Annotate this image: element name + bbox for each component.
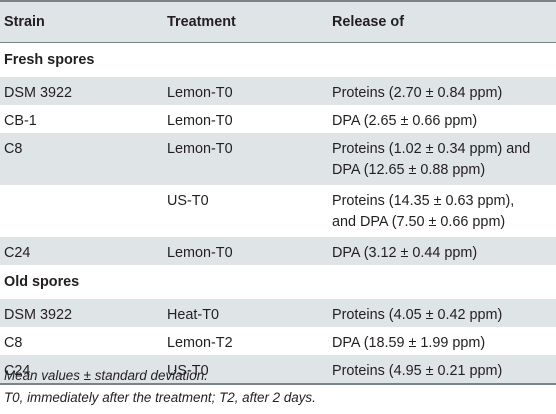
header-treatment: Treatment [167, 0, 332, 43]
footnote-line: Mean values ± standard deviation. [4, 368, 208, 383]
cell-release: Proteins (4.05 ± 0.42 ppm) [332, 299, 556, 327]
cell-release: DPA (18.59 ± 1.99 ppm) [332, 327, 556, 355]
spore-release-table: Strain Treatment Release of Fresh spores… [0, 0, 556, 385]
cell-strain: C24 [0, 355, 167, 385]
footnote-line: T0, immediately after the treatment; T2,… [4, 390, 316, 405]
header-release: Release of [332, 0, 556, 43]
release-line: DPA (12.65 ± 0.88 ppm) [332, 162, 486, 178]
table-footnotes: Mean values ± standard deviation. T0, im… [4, 365, 316, 409]
cell-release: DPA (2.65 ± 0.66 ppm) [332, 105, 556, 133]
section-label-old: Old spores [4, 273, 80, 290]
section-label-fresh: Fresh spores [4, 51, 95, 68]
release-line: Proteins (14.35 ± 0.63 ppm), [332, 193, 515, 209]
release-line: Proteins (4.05 ± 0.42 ppm) [332, 307, 503, 323]
cell-treatment: Lemon-T0 [167, 237, 332, 265]
table-row: C8 Lemon-T0 Proteins (1.02 ± 0.34 ppm) a… [0, 133, 556, 185]
header-strain: Strain [0, 0, 167, 43]
cell-release: Proteins (2.70 ± 0.84 ppm) [332, 77, 556, 105]
release-line: Proteins (4.95 ± 0.21 ppm) [332, 363, 503, 379]
release-line: Proteins (1.02 ± 0.34 ppm) and [332, 141, 531, 157]
cell-release: Proteins (1.02 ± 0.34 ppm) and DPA (12.6… [332, 133, 556, 185]
cell-treatment: US-T0 [167, 355, 332, 385]
release-line: and DPA (7.50 ± 0.66 ppm) [332, 214, 506, 230]
release-line: Proteins (2.70 ± 0.84 ppm) [332, 85, 503, 101]
section-row-old: Old spores [0, 265, 556, 299]
cell-strain: DSM 3922 [0, 77, 167, 105]
cell-strain: C8 [0, 133, 167, 185]
release-line: DPA (18.59 ± 1.99 ppm) [332, 335, 486, 351]
table-row: US-T0 Proteins (14.35 ± 0.63 ppm), and D… [0, 185, 556, 237]
table-row: DSM 3922 Lemon-T0 Proteins (2.70 ± 0.84 … [0, 77, 556, 105]
cell-treatment: Lemon-T2 [167, 335, 233, 351]
cell-treatment: US-T0 [167, 193, 209, 209]
release-line: DPA (2.65 ± 0.66 ppm) [332, 113, 478, 129]
cell-treatment: Heat-T0 [167, 299, 332, 327]
section-row-fresh: Fresh spores [0, 43, 556, 78]
release-line: DPA (3.12 ± 0.44 ppm) [332, 245, 478, 261]
cell-strain: CB-1 [4, 113, 37, 129]
cell-release: Proteins (14.35 ± 0.63 ppm), and DPA (7.… [332, 185, 556, 237]
cell-release: Proteins (4.95 ± 0.21 ppm) [332, 355, 556, 385]
cell-strain: DSM 3922 [0, 299, 167, 327]
table-row: C24 US-T0 Proteins (4.95 ± 0.21 ppm) [0, 355, 556, 385]
cell-release: DPA (3.12 ± 0.44 ppm) [332, 237, 556, 265]
table-row: C8 Lemon-T2 DPA (18.59 ± 1.99 ppm) [0, 327, 556, 355]
cell-treatment: Lemon-T0 [167, 113, 233, 129]
table-row: DSM 3922 Heat-T0 Proteins (4.05 ± 0.42 p… [0, 299, 556, 327]
cell-strain: C8 [4, 335, 23, 351]
table-row: CB-1 Lemon-T0 DPA (2.65 ± 0.66 ppm) [0, 105, 556, 133]
table-row: C24 Lemon-T0 DPA (3.12 ± 0.44 ppm) [0, 237, 556, 265]
cell-strain [0, 185, 167, 237]
header-row: Strain Treatment Release of [0, 0, 556, 43]
cell-treatment: Lemon-T0 [167, 133, 332, 185]
cell-strain: C24 [0, 237, 167, 265]
results-table-container: Strain Treatment Release of Fresh spores… [0, 0, 556, 385]
cell-treatment: Lemon-T0 [167, 77, 332, 105]
